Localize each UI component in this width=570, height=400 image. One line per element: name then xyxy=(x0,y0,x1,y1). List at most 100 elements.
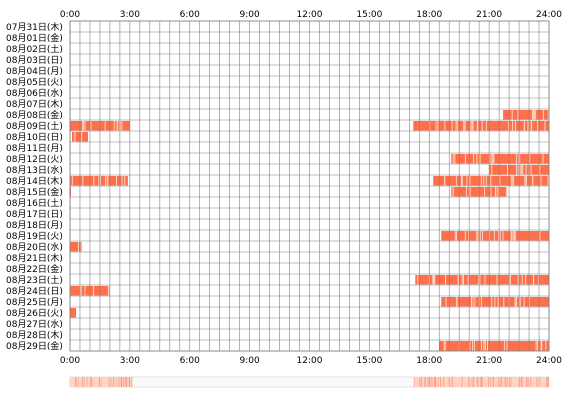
activity-gap xyxy=(540,341,542,351)
activity-gap xyxy=(532,176,534,186)
activity-gap xyxy=(90,121,92,131)
activity-gap xyxy=(492,154,494,164)
activity-gap xyxy=(104,121,106,131)
summary-stripe xyxy=(501,377,503,387)
activity-gap xyxy=(435,121,437,131)
x-tick-label-top: 12:00 xyxy=(297,10,323,20)
summary-stripe xyxy=(118,377,120,387)
row-label: 08月21日(木) xyxy=(6,252,63,264)
activity-gap xyxy=(496,187,498,197)
summary-bar xyxy=(69,376,550,388)
activity-gap xyxy=(472,341,473,351)
activity-gap xyxy=(493,231,495,241)
summary-stripe xyxy=(449,377,450,387)
activity-segment xyxy=(503,110,549,120)
activity-gap xyxy=(480,297,482,307)
activity-gap xyxy=(483,176,485,186)
activity-segment xyxy=(70,187,71,197)
activity-gap xyxy=(81,132,83,142)
summary-stripe xyxy=(497,377,499,387)
summary-stripe xyxy=(469,377,471,387)
activity-gap xyxy=(491,297,493,307)
summary-stripe xyxy=(116,377,118,387)
activity-gap xyxy=(119,121,121,131)
summary-stripe xyxy=(123,377,125,387)
activity-gap xyxy=(532,110,534,120)
x-tick-label-top: 3:00 xyxy=(120,10,140,20)
summary-stripe xyxy=(547,377,549,387)
activity-segment xyxy=(70,308,76,318)
activity-gap xyxy=(538,275,540,285)
summary-stripe xyxy=(440,377,441,387)
activity-gap xyxy=(464,154,466,164)
activity-gap xyxy=(452,154,454,164)
row-label: 08月23日(土) xyxy=(6,274,63,286)
row-label: 08月20日(水) xyxy=(6,241,63,253)
activity-gap xyxy=(547,110,549,120)
x-tick-label-bottom: 12:00 xyxy=(297,356,323,366)
summary-stripe xyxy=(504,377,506,387)
activity-gap xyxy=(517,165,519,175)
activity-gap xyxy=(537,341,538,351)
activity-gap xyxy=(460,176,462,186)
row-label: 08月24日(日) xyxy=(6,286,63,297)
x-tick-label-bottom: 21:00 xyxy=(476,356,502,366)
activity-gap xyxy=(544,121,546,131)
activity-gap xyxy=(83,121,85,131)
summary-stripe xyxy=(539,377,541,387)
summary-stripe xyxy=(488,377,490,387)
activity-gap xyxy=(517,275,519,285)
x-tick-label-top: 18:00 xyxy=(416,10,442,20)
activity-segment xyxy=(439,341,549,351)
activity-gap xyxy=(514,231,516,241)
summary-stripe xyxy=(480,377,482,387)
summary-stripe xyxy=(472,377,474,387)
activity-gap xyxy=(513,176,515,186)
summary-stripe xyxy=(128,377,130,387)
activity-gap xyxy=(121,176,123,186)
activity-gap xyxy=(541,341,543,351)
x-tick-label-top: 9:00 xyxy=(240,10,260,20)
summary-stripe xyxy=(451,377,453,387)
activity-gap xyxy=(461,275,463,285)
row-label: 08月04日(月) xyxy=(6,66,63,77)
row-label: 08月05日(火) xyxy=(6,77,63,88)
activity-gap xyxy=(497,297,499,307)
activity-gap xyxy=(118,121,120,131)
activity-gap xyxy=(483,341,485,351)
activity-gap xyxy=(505,187,507,197)
activity-segment xyxy=(451,154,549,164)
x-tick-label-top: 6:00 xyxy=(180,10,200,20)
activity-gap xyxy=(464,231,466,241)
activity-gap xyxy=(515,121,516,131)
summary-stripe xyxy=(421,377,422,387)
summary-stripe xyxy=(98,377,100,387)
activity-gap xyxy=(494,297,496,307)
row-label: 08月12日(火) xyxy=(6,154,63,165)
activity-gap xyxy=(516,154,518,164)
activity-gap xyxy=(496,275,498,285)
summary-stripe xyxy=(481,377,483,387)
summary-stripe xyxy=(468,377,469,387)
grid-lines xyxy=(69,20,550,352)
activity-gap xyxy=(107,286,109,296)
x-tick-label-top: 15:00 xyxy=(356,10,382,20)
summary-stripe xyxy=(419,377,420,387)
activity-gap xyxy=(472,297,474,307)
summary-stripe xyxy=(75,377,77,387)
activity-gap xyxy=(472,121,474,131)
activity-gap xyxy=(451,121,453,131)
activity-gap xyxy=(516,165,518,175)
activity-gap xyxy=(539,231,541,241)
activity-gap xyxy=(465,187,467,197)
summary-stripe xyxy=(131,377,133,387)
activity-gap xyxy=(521,165,523,175)
summary-stripe xyxy=(508,377,510,387)
activity-gap xyxy=(463,121,465,131)
activity-gap xyxy=(113,121,115,131)
summary-stripe xyxy=(82,377,84,387)
summary-stripe xyxy=(86,377,88,387)
x-tick-label-bottom: 18:00 xyxy=(416,356,442,366)
summary-stripe xyxy=(443,377,445,387)
